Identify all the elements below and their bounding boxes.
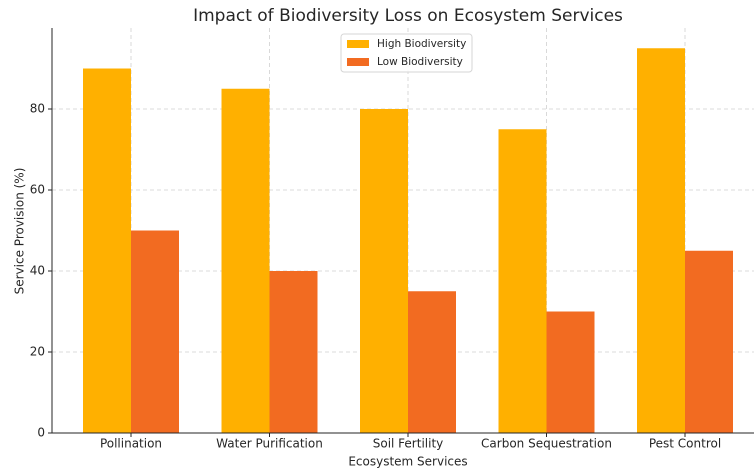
y-axis-label: Service Provision (%) xyxy=(13,168,27,295)
bar xyxy=(637,48,685,433)
legend-label: High Biodiversity xyxy=(377,38,466,50)
bar xyxy=(269,271,318,433)
legend: High Biodiversity Low Biodiversity xyxy=(340,33,473,73)
bar xyxy=(131,230,179,433)
x-tick-label: Soil Fertility xyxy=(373,437,444,451)
x-tick-label: Pest Control xyxy=(649,437,721,451)
bar xyxy=(498,129,547,433)
legend-swatch xyxy=(347,40,369,48)
y-tick-label: 40 xyxy=(30,264,45,278)
legend-label: Low Biodiversity xyxy=(377,56,463,68)
x-tick-label: Water Purification xyxy=(216,437,323,451)
x-tick-label: Pollination xyxy=(100,437,162,451)
y-tick-label: 0 xyxy=(37,426,45,440)
bar xyxy=(360,109,408,433)
bar xyxy=(685,250,733,433)
y-tick-label: 20 xyxy=(30,345,45,359)
bar xyxy=(408,291,456,433)
bar xyxy=(221,88,270,433)
y-tick-label: 60 xyxy=(30,183,45,197)
y-tick-label: 80 xyxy=(30,102,45,116)
chart-title: Impact of Biodiversity Loss on Ecosystem… xyxy=(193,6,623,26)
x-tick-label: Carbon Sequestration xyxy=(481,437,612,451)
legend-frame xyxy=(340,33,473,73)
legend-swatch xyxy=(347,58,369,66)
bar xyxy=(546,311,595,433)
x-axis-label: Ecosystem Services xyxy=(348,455,467,469)
bar xyxy=(83,68,131,433)
